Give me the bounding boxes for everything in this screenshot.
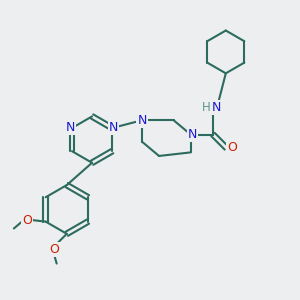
Text: N: N bbox=[109, 121, 118, 134]
Text: O: O bbox=[50, 243, 59, 256]
Text: N: N bbox=[212, 101, 221, 114]
Text: O: O bbox=[22, 214, 32, 226]
Text: N: N bbox=[188, 128, 197, 141]
Text: O: O bbox=[227, 141, 237, 154]
Text: N: N bbox=[137, 114, 147, 127]
Text: H: H bbox=[202, 101, 211, 114]
Text: N: N bbox=[66, 121, 75, 134]
